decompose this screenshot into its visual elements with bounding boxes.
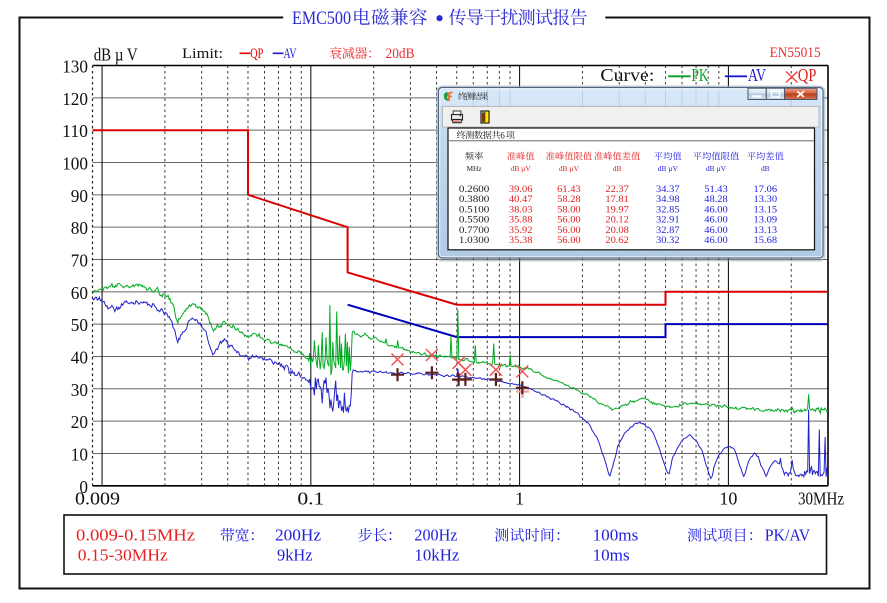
svg-text:Curve:: Curve: [600,65,654,85]
svg-text:0.3800: 0.3800 [459,194,490,204]
svg-text:200Hz: 200Hz [275,526,321,545]
svg-text:0.009-0.15MHz: 0.009-0.15MHz [76,526,195,545]
svg-text:50: 50 [71,315,88,335]
svg-text:dB µV: dB µV [559,164,580,173]
svg-text:90: 90 [71,186,88,206]
svg-text:0.5500: 0.5500 [459,215,490,225]
svg-text:61.43: 61.43 [557,184,581,194]
svg-text:10: 10 [719,489,737,509]
svg-text:32.85: 32.85 [656,204,680,214]
svg-text:AV: AV [284,46,297,62]
svg-text:PK: PK [692,65,709,85]
svg-text:20.62: 20.62 [605,235,629,245]
svg-text:56.00: 56.00 [557,235,581,245]
svg-text:13.09: 13.09 [754,215,778,225]
svg-text:1.0300: 1.0300 [459,235,490,245]
svg-text:46.00: 46.00 [704,225,728,235]
svg-text:38.03: 38.03 [509,204,533,214]
svg-text:34.98: 34.98 [656,194,680,204]
svg-text:17.06: 17.06 [754,184,778,194]
svg-text:32.91: 32.91 [656,215,680,225]
svg-text:60: 60 [71,283,88,303]
svg-text:80: 80 [71,218,88,238]
svg-text:35.88: 35.88 [509,215,533,225]
svg-text:46.00: 46.00 [704,204,728,214]
svg-text:35.92: 35.92 [509,225,533,235]
svg-text:EMC500: EMC500 [292,8,351,29]
svg-text:39.06: 39.06 [509,184,533,194]
svg-text:0.15-30MHz: 0.15-30MHz [78,546,168,565]
svg-text:15.68: 15.68 [754,235,778,245]
svg-text:0.2600: 0.2600 [459,184,490,194]
svg-text:30: 30 [71,380,88,400]
svg-text:46.00: 46.00 [704,215,728,225]
svg-text:56.00: 56.00 [557,215,581,225]
svg-text:QP: QP [798,65,817,85]
svg-text:6: 6 [500,130,505,140]
svg-text:10kHz: 10kHz [414,546,459,565]
svg-text:20: 20 [71,412,88,432]
svg-text:dB: dB [761,164,770,173]
svg-text:PK/AV: PK/AV [765,526,811,545]
svg-text:13.13: 13.13 [754,225,778,235]
svg-text:Limit:: Limit: [182,46,223,62]
svg-text:0.5100: 0.5100 [459,204,490,214]
svg-text:dB µV: dB µV [706,164,727,173]
svg-text:200Hz: 200Hz [414,526,457,545]
svg-text:13.30: 13.30 [754,194,778,204]
svg-text:30MHz: 30MHz [798,489,844,509]
svg-text:22.37: 22.37 [605,184,629,194]
svg-text:40: 40 [71,347,88,367]
svg-text:34.37: 34.37 [656,184,680,194]
svg-text:AV: AV [748,65,766,85]
svg-text:100ms: 100ms [593,526,639,545]
svg-text:10: 10 [71,444,88,464]
svg-text:EN55015: EN55015 [770,45,821,61]
svg-text:48.28: 48.28 [704,194,728,204]
svg-text:MHz: MHz [466,164,482,173]
svg-text:20dB: 20dB [386,46,415,62]
svg-text:dB µV: dB µV [658,164,679,173]
svg-text:120: 120 [62,89,88,109]
svg-text:46.00: 46.00 [704,235,728,245]
svg-text:13.15: 13.15 [754,204,778,214]
svg-text:dB µV: dB µV [511,164,532,173]
svg-text:0.009: 0.009 [75,489,120,509]
svg-text:20.08: 20.08 [605,225,629,235]
svg-text:0.7700: 0.7700 [459,225,490,235]
svg-text:9kHz: 9kHz [277,546,313,565]
svg-text:17.81: 17.81 [605,194,629,204]
svg-text:1: 1 [515,489,524,509]
svg-text:0: 0 [79,477,88,497]
svg-text:51.43: 51.43 [704,184,728,194]
svg-text:dB: dB [613,164,622,173]
svg-text:10ms: 10ms [593,546,630,565]
svg-text:100: 100 [62,153,88,173]
svg-text:32.87: 32.87 [656,225,680,235]
svg-text:110: 110 [62,121,88,141]
svg-text:40.47: 40.47 [509,194,533,204]
svg-text:QP: QP [250,46,263,62]
svg-text:56.00: 56.00 [557,225,581,235]
svg-text:0.1: 0.1 [297,489,324,509]
svg-text:20.12: 20.12 [605,215,629,225]
svg-text:30.32: 30.32 [656,235,680,245]
svg-text:58.28: 58.28 [557,194,581,204]
svg-text:130: 130 [62,57,88,77]
svg-text:58.00: 58.00 [557,204,581,214]
svg-text:35.38: 35.38 [509,235,533,245]
svg-text:70: 70 [71,250,88,270]
svg-text:19.97: 19.97 [605,204,629,214]
svg-text:dB µ V: dB µ V [94,45,138,65]
